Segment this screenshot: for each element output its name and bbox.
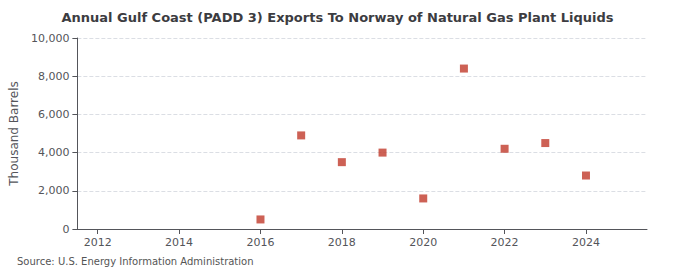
svg-text:6,000: 6,000 [38, 108, 70, 121]
svg-text:2020: 2020 [409, 236, 437, 249]
svg-text:Source: U.S. Energy Informatio: Source: U.S. Energy Information Administ… [17, 256, 254, 267]
svg-text:0: 0 [62, 223, 69, 236]
svg-text:2016: 2016 [246, 236, 274, 249]
svg-text:2,000: 2,000 [38, 184, 70, 197]
svg-text:2022: 2022 [491, 236, 519, 249]
svg-text:Thousand Barrels: Thousand Barrels [7, 81, 21, 186]
svg-text:8,000: 8,000 [38, 70, 70, 83]
svg-text:Annual Gulf Coast (PADD 3) Exp: Annual Gulf Coast (PADD 3) Exports To No… [61, 10, 613, 25]
svg-text:2014: 2014 [165, 236, 193, 249]
svg-text:2012: 2012 [84, 236, 112, 249]
svg-text:2024: 2024 [572, 236, 600, 249]
svg-text:10,000: 10,000 [31, 32, 70, 45]
svg-text:2018: 2018 [328, 236, 356, 249]
svg-text:4,000: 4,000 [38, 146, 70, 159]
